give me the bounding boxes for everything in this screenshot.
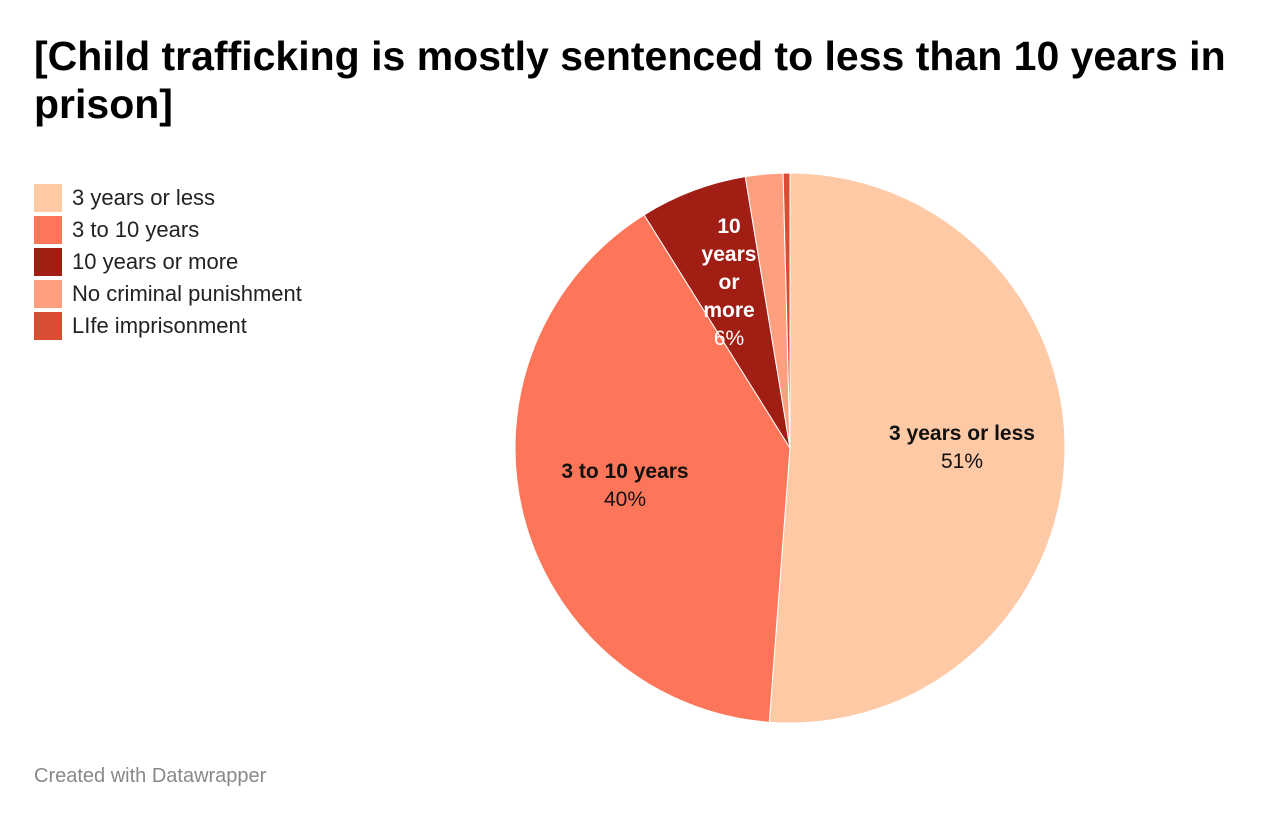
data-label-name: more [703, 299, 754, 322]
data-label-value: 6% [714, 327, 744, 350]
data-label-name: or [719, 271, 740, 294]
chart-title: [Child trafficking is mostly sentenced t… [34, 33, 1226, 127]
data-label: 3 years or less 51% [889, 422, 1035, 473]
legend-item-3-years-or-less: 3 years or less [34, 182, 302, 214]
pie-slice-3-to-10-years [514, 214, 791, 723]
data-label: 3 to 10 years 40% [561, 460, 688, 511]
data-label-value: 51% [941, 450, 983, 473]
data-label-name: 3 to 10 years [561, 460, 688, 483]
legend-swatch [34, 216, 62, 244]
legend-swatch [34, 312, 62, 340]
pie-slice-life-imprisonment [782, 172, 791, 449]
legend-swatch [34, 280, 62, 308]
data-label-value: 40% [604, 488, 646, 511]
legend: 3 years or less 3 to 10 years 10 years o… [34, 182, 302, 342]
footer-credit: Created with Datawrapper [34, 765, 267, 787]
data-label: 10 years or more 6% [702, 215, 757, 350]
data-label-name: years [702, 243, 757, 266]
data-label-name: 10 [717, 215, 740, 238]
legend-label: 3 years or less [72, 185, 216, 210]
legend-swatch [34, 248, 62, 276]
legend-label: 10 years or more [72, 249, 239, 274]
pie-slice-3-years-or-less [768, 172, 1066, 724]
legend-label: LIfe imprisonment [72, 313, 247, 338]
legend-item-life-imprisonment: LIfe imprisonment [34, 310, 302, 342]
legend-item-10-years-or-more: 10 years or more [34, 246, 302, 278]
data-label-name: 3 years or less [889, 422, 1035, 445]
legend-item-no-criminal-punishment: No criminal punishment [34, 278, 302, 310]
legend-label: No criminal punishment [72, 281, 302, 306]
legend-item-3-to-10-years: 3 to 10 years [34, 214, 302, 246]
legend-label: 3 to 10 years [72, 217, 200, 242]
legend-swatch [34, 184, 62, 212]
